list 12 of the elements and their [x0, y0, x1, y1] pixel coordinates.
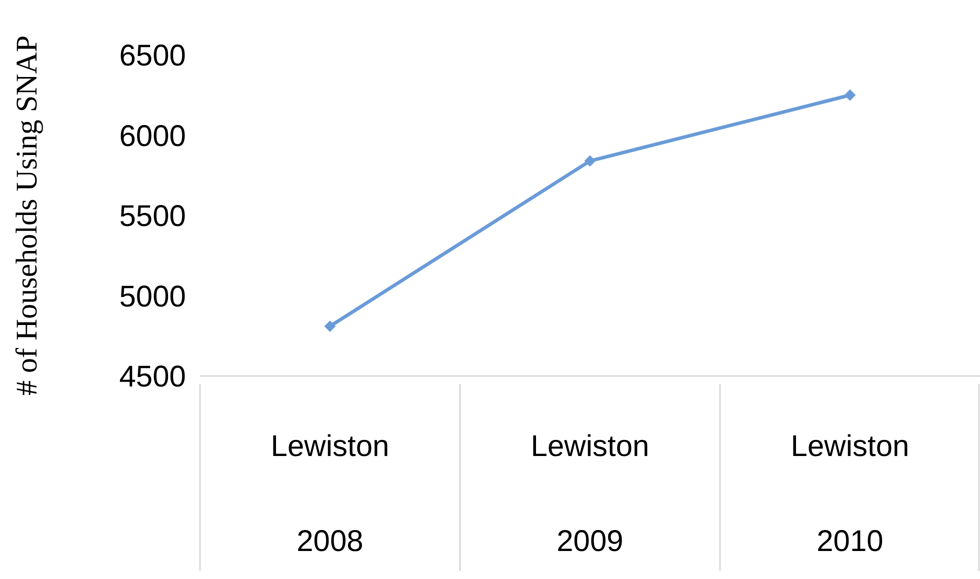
y-axis-title: # of Households Using SNAP — [10, 35, 44, 396]
category-label: Lewiston 2010 — [790, 430, 910, 558]
y-tick-label: 5000 — [119, 280, 186, 314]
y-tick-label: 6500 — [119, 40, 186, 73]
y-tick-label: 6000 — [119, 120, 186, 153]
category-label: Lewiston 2008 — [270, 430, 390, 558]
point — [584, 155, 596, 166]
y-tick-label: 5500 — [119, 200, 186, 234]
category-label: Lewiston 2009 — [530, 430, 650, 558]
point — [844, 90, 856, 101]
point — [324, 320, 336, 332]
y-tick-label: 4500 — [119, 360, 186, 394]
